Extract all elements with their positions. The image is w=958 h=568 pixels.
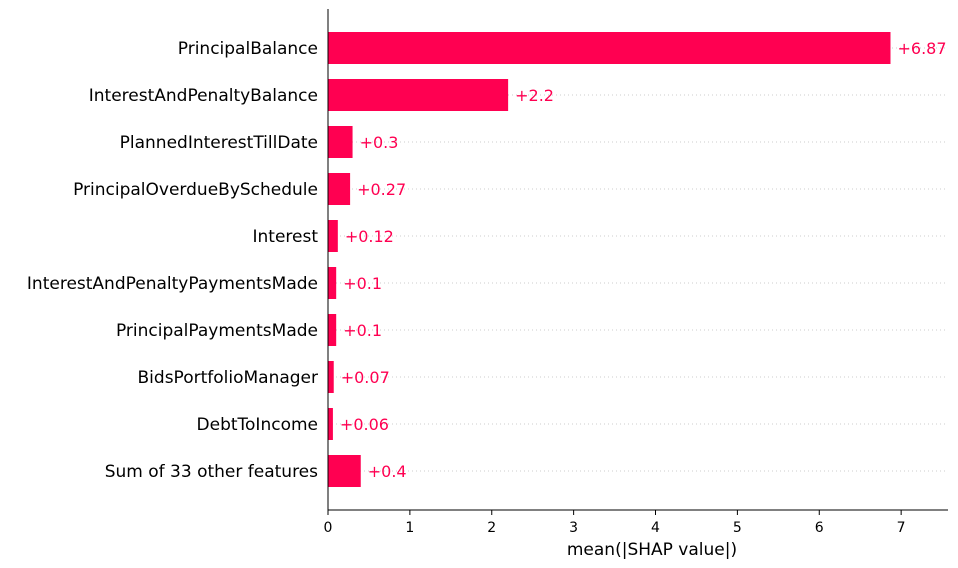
- category-label: InterestAndPenaltyPaymentsMade: [27, 274, 318, 294]
- x-axis-ticks: 0 1 2 3 4 5 6 7: [324, 510, 906, 536]
- value-label: +0.1: [343, 274, 382, 293]
- value-label: +0.06: [340, 415, 389, 434]
- category-label: Sum of 33 other features: [105, 462, 318, 482]
- x-tick-label: 2: [487, 520, 496, 536]
- value-label: +0.1: [343, 321, 382, 340]
- x-tick-label: 3: [569, 520, 578, 536]
- value-label: +6.87: [898, 39, 947, 58]
- x-tick-label: 1: [405, 520, 414, 536]
- bar: [328, 220, 338, 252]
- category-label: PrincipalPaymentsMade: [116, 321, 318, 341]
- bars: [328, 32, 891, 487]
- value-label: +0.07: [341, 368, 390, 387]
- bar: [328, 126, 353, 158]
- category-label: Interest: [252, 227, 318, 247]
- bar: [328, 361, 334, 393]
- category-label: PrincipalOverdueBySchedule: [73, 180, 318, 200]
- bar: [328, 173, 351, 205]
- value-label: +0.27: [357, 180, 406, 199]
- category-labels: PrincipalBalance InterestAndPenaltyBalanc…: [27, 39, 318, 482]
- category-label: DebtToIncome: [197, 415, 318, 435]
- value-label: +0.4: [368, 462, 407, 481]
- category-label: PrincipalBalance: [178, 39, 318, 59]
- category-label: InterestAndPenaltyBalance: [89, 86, 318, 106]
- bar: [328, 267, 337, 299]
- value-labels: +6.87 +2.2 +0.3 +0.27 +0.12 +0.1 +0.1 +0.07 +0.0…: [340, 39, 947, 481]
- category-label: PlannedInterestTillDate: [120, 133, 318, 153]
- x-axis-title: mean(|SHAP value|): [567, 540, 737, 560]
- x-tick-label: 6: [815, 520, 824, 536]
- bar: [328, 79, 509, 111]
- grid-lines: [328, 47, 948, 472]
- category-label: BidsPortfolioManager: [138, 368, 318, 388]
- value-label: +2.2: [515, 86, 554, 105]
- bar: [328, 32, 891, 64]
- value-label: +0.12: [345, 227, 394, 246]
- x-tick-label: 5: [733, 520, 742, 536]
- x-tick-label: 0: [324, 520, 333, 536]
- x-tick-label: 7: [897, 520, 906, 536]
- bar: [328, 455, 361, 487]
- value-label: +0.3: [360, 133, 399, 152]
- x-tick-label: 4: [651, 520, 660, 536]
- bar: [328, 314, 337, 346]
- bar: [328, 408, 333, 440]
